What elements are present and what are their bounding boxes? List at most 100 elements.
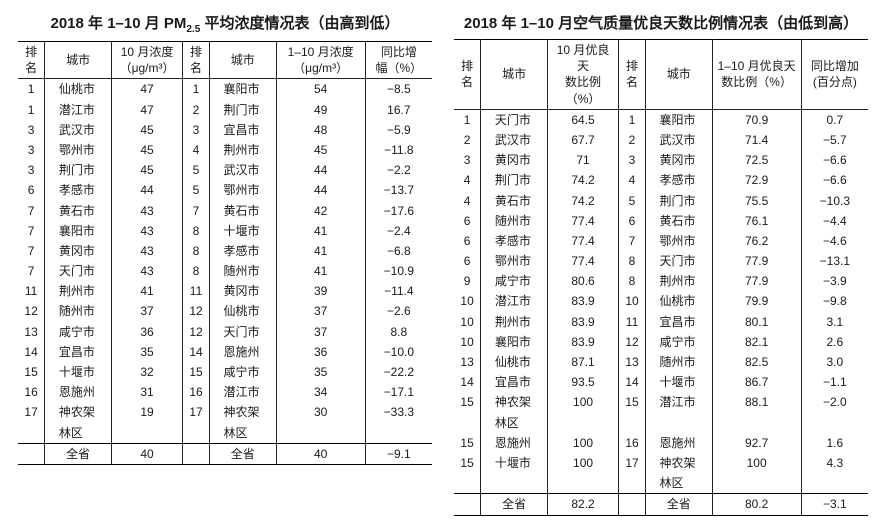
cell-city1: 荆门市 [481, 170, 548, 190]
cell-city2: 神农架 [645, 453, 712, 473]
ftr-label: 全省 [45, 443, 112, 464]
aqi-table: 排名 城市 10 月优良天数比例（%） 排名 城市 1–10 月优良天数比例（%… [454, 39, 868, 516]
cell-val2: 88.1 [712, 392, 801, 412]
table-row: 2武汉市67.72武汉市71.4−5.7 [454, 130, 868, 150]
cell-city1: 鄂州市 [481, 251, 548, 271]
cell-city1: 天门市 [45, 261, 112, 281]
cell-rank1: 7 [18, 261, 45, 281]
cell-val1: 77.4 [547, 211, 618, 231]
table-row: 3武汉市453宜昌市48−5.9 [18, 120, 432, 140]
cell-city2: 十堰市 [645, 372, 712, 392]
cell-val2: 41 [276, 261, 365, 281]
ftr-v2: 40 [276, 443, 365, 464]
cell-val2: 77.9 [712, 271, 801, 291]
cell-city1: 潜江市 [45, 100, 112, 120]
cell-diff [365, 423, 432, 444]
cell-rank2: 10 [619, 291, 646, 311]
cell-diff: −2.4 [365, 221, 432, 241]
cell-val2: 86.7 [712, 372, 801, 392]
cell-val1: 77.4 [547, 231, 618, 251]
table-row: 7黄冈市438孝感市41−6.8 [18, 241, 432, 261]
cell-val1: 74.2 [547, 170, 618, 190]
cell-rank1: 3 [18, 140, 45, 160]
cell-city2: 咸宁市 [645, 332, 712, 352]
cell-val1: 83.9 [547, 312, 618, 332]
cell-rank2: 11 [619, 312, 646, 332]
cell-rank2: 5 [183, 180, 210, 200]
cell-diff: −5.9 [365, 120, 432, 140]
cell-city2 [645, 413, 712, 433]
cell-city1: 林区 [481, 413, 548, 433]
ftr-label2: 全省 [645, 494, 712, 515]
table-row: 4黄石市74.25荆门市75.5−10.3 [454, 191, 868, 211]
cell-val1: 80.6 [547, 271, 618, 291]
cell-val2: 82.1 [712, 332, 801, 352]
cell-rank1: 6 [454, 211, 481, 231]
cell-city1: 十堰市 [481, 453, 548, 473]
cell-val2: 79.9 [712, 291, 801, 311]
cell-val2: 41 [276, 241, 365, 261]
cell-diff: −5.7 [801, 130, 868, 150]
cell-val2: 72.9 [712, 170, 801, 190]
cell-val2: 35 [276, 362, 365, 382]
cell-diff: −6.8 [365, 241, 432, 261]
cell-val2: 72.5 [712, 150, 801, 170]
aqi-title: 2018 年 1–10 月空气质量优良天数比例情况表（由低到高） [454, 12, 868, 33]
cell-city2: 天门市 [209, 322, 276, 342]
aqi-table-block: 2018 年 1–10 月空气质量优良天数比例情况表（由低到高） 排名 城市 1… [454, 12, 868, 516]
cell-rank1: 6 [454, 251, 481, 271]
hdr-val2: 1–10 月浓度（μg/m³） [276, 42, 365, 79]
pm25-title-sub: 2.5 [186, 24, 200, 35]
cell-city2: 恩施州 [645, 433, 712, 453]
cell-val2: 92.7 [712, 433, 801, 453]
table-row: 6随州市77.46黄石市76.1−4.4 [454, 211, 868, 231]
cell-rank1: 4 [454, 191, 481, 211]
cell-val1: 83.9 [547, 332, 618, 352]
cell-diff: −3.9 [801, 271, 868, 291]
cell-city1: 武汉市 [45, 120, 112, 140]
cell-diff: −6.6 [801, 150, 868, 170]
cell-val2: 42 [276, 201, 365, 221]
ftr-label2: 全省 [209, 443, 276, 464]
cell-city2: 十堰市 [209, 221, 276, 241]
cell-rank2: 8 [183, 241, 210, 261]
cell-diff: −13.7 [365, 180, 432, 200]
cell-city1: 襄阳市 [481, 332, 548, 352]
table-row: 13仙桃市87.113随州市82.53.0 [454, 352, 868, 372]
cell-val2: 37 [276, 322, 365, 342]
table-row: 林区林区 [18, 423, 432, 444]
cell-val2: 54 [276, 79, 365, 100]
table-row: 1仙桃市471襄阳市54−8.5 [18, 79, 432, 100]
table-row: 4荆门市74.24孝感市72.9−6.6 [454, 170, 868, 190]
cell-city2: 黄石市 [209, 201, 276, 221]
cell-city2: 咸宁市 [209, 362, 276, 382]
cell-city1: 襄阳市 [45, 221, 112, 241]
table-row: 7黄石市437黄石市42−17.6 [18, 201, 432, 221]
table-row: 15恩施州10016恩施州92.71.6 [454, 433, 868, 453]
cell-val1: 31 [111, 382, 182, 402]
cell-rank1: 15 [454, 453, 481, 473]
cell-city2: 恩施州 [209, 342, 276, 362]
cell-rank2: 12 [183, 322, 210, 342]
cell-city2: 襄阳市 [645, 109, 712, 130]
ftr-d: −9.1 [365, 443, 432, 464]
cell-city2: 黄冈市 [209, 281, 276, 301]
cell-val1: 45 [111, 120, 182, 140]
cell-diff: −11.4 [365, 281, 432, 301]
cell-val1 [547, 473, 618, 494]
ftr-v2: 80.2 [712, 494, 801, 515]
cell-rank2: 1 [183, 79, 210, 100]
table-row: 15十堰市10017神农架1004.3 [454, 453, 868, 473]
cell-rank2: 6 [619, 211, 646, 231]
cell-rank1: 7 [18, 201, 45, 221]
cell-val2: 77.9 [712, 251, 801, 271]
hdr-rank2: 排名 [183, 42, 210, 79]
cell-val1: 64.5 [547, 109, 618, 130]
cell-val1 [111, 423, 182, 444]
cell-rank1: 10 [454, 291, 481, 311]
cell-val2: 100 [712, 453, 801, 473]
cell-city2: 宜昌市 [209, 120, 276, 140]
cell-city2: 潜江市 [209, 382, 276, 402]
pm25-title: 2018 年 1–10 月 PM2.5 平均浓度情况表（由高到低） [18, 12, 432, 35]
cell-diff: −9.8 [801, 291, 868, 311]
